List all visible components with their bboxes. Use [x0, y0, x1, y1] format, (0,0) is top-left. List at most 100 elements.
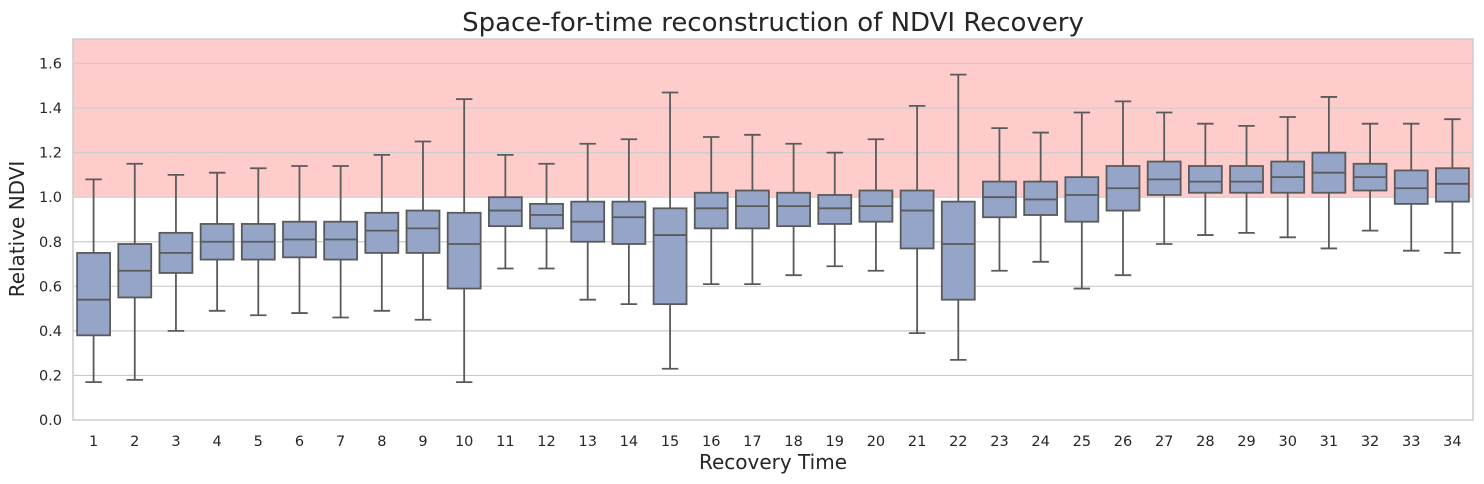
x-tick-label-30: 30: [1278, 434, 1296, 450]
box-body: [982, 180, 1017, 219]
y-tick-label-8: 1.6: [39, 57, 62, 73]
box-body: [652, 207, 688, 306]
x-tick-label-33: 33: [1402, 434, 1420, 450]
box-body: [323, 220, 359, 261]
box-11: [487, 153, 523, 270]
x-tick-label-6: 6: [295, 434, 304, 450]
x-tick-label-5: 5: [254, 434, 263, 450]
y-tick-label-4: 0.8: [39, 235, 62, 251]
x-tick-label-12: 12: [537, 434, 555, 450]
box-body: [611, 200, 647, 245]
box-body: [1187, 165, 1223, 194]
box-2: [117, 162, 153, 381]
box-33: [1393, 122, 1429, 252]
box-5: [240, 167, 276, 317]
x-tick-label-16: 16: [702, 434, 720, 450]
box-body: [817, 194, 853, 225]
y-tick-label-0: 0.0: [39, 413, 62, 429]
box-body: [529, 202, 564, 230]
x-tick-label-22: 22: [949, 434, 967, 450]
x-tick-label-10: 10: [455, 434, 473, 450]
x-tick-label-18: 18: [784, 434, 802, 450]
x-tick-label-17: 17: [743, 434, 761, 450]
box-body: [1229, 165, 1264, 194]
box-body: [776, 191, 811, 228]
box-22: [940, 73, 976, 361]
box-body: [693, 191, 729, 230]
x-tick-label-9: 9: [418, 434, 427, 450]
box-body: [446, 211, 482, 290]
box-body: [899, 189, 935, 250]
box-32: [1352, 122, 1388, 232]
box-body: [735, 189, 770, 230]
box-body: [1023, 180, 1059, 216]
box-26: [1105, 100, 1141, 277]
box-body: [1393, 169, 1429, 205]
x-tick-label-23: 23: [990, 434, 1008, 450]
x-tick-label-27: 27: [1155, 434, 1173, 450]
plot-frame: [72, 38, 1474, 421]
grid-layer: [73, 62, 1473, 377]
box-10: [446, 98, 482, 384]
y-tick-label-2: 0.4: [39, 324, 62, 340]
x-tick-label-26: 26: [1114, 434, 1132, 450]
box-13: [570, 142, 606, 301]
box-8: [364, 153, 400, 312]
box-27: [1146, 111, 1182, 245]
box-19: [817, 151, 853, 268]
x-tick-label-20: 20: [867, 434, 885, 450]
box-16: [693, 136, 729, 285]
y-tick-label-3: 0.6: [39, 279, 62, 295]
x-tick-label-24: 24: [1031, 434, 1049, 450]
box-4: [199, 171, 235, 312]
x-tick-label-14: 14: [620, 434, 638, 450]
x-tick-label-21: 21: [908, 434, 926, 450]
y-tick-label-5: 1.0: [39, 190, 62, 206]
x-tick-label-15: 15: [661, 434, 679, 450]
x-tick-label-4: 4: [213, 434, 222, 450]
box-18: [776, 142, 811, 277]
box-20: [858, 138, 894, 272]
box-12: [529, 162, 564, 270]
box-14: [611, 138, 647, 306]
box-1: [76, 178, 111, 384]
box-29: [1229, 124, 1264, 234]
x-tick-label-11: 11: [496, 434, 514, 450]
box-17: [735, 133, 770, 285]
box-21: [899, 104, 935, 335]
x-tick-label-34: 34: [1443, 434, 1461, 450]
box-body: [1064, 176, 1100, 223]
y-tick-labels: 0.0 0.2 0.4 0.6 0.8 1.0 1.2 1.4 1.6: [39, 57, 62, 429]
axes-layer: [72, 38, 1474, 421]
x-tick-labels: 1 2 3 4 5 6 7 8 9 10 11 12 13 14 15 16 17 18 19 20 21 22 23 24 2…: [89, 434, 1462, 450]
x-tick-label-2: 2: [130, 434, 139, 450]
box-body: [940, 200, 976, 301]
box-23: [982, 127, 1017, 272]
box-body: [1435, 167, 1470, 203]
box-body: [364, 211, 400, 254]
box-34: [1435, 118, 1470, 254]
x-axis-label: Recovery Time: [699, 450, 847, 474]
x-tick-label-7: 7: [336, 434, 345, 450]
box-body: [405, 209, 441, 254]
chart-title: Space-for-time reconstruction of NDVI Re…: [462, 8, 1084, 38]
x-tick-label-25: 25: [1073, 434, 1091, 450]
x-tick-label-19: 19: [826, 434, 844, 450]
y-tick-label-1: 0.2: [39, 368, 62, 384]
box-28: [1187, 122, 1223, 236]
box-15: [652, 91, 688, 370]
box-body: [1146, 160, 1182, 196]
x-tick-label-29: 29: [1237, 434, 1255, 450]
box-25: [1064, 111, 1100, 290]
x-tick-label-32: 32: [1361, 434, 1379, 450]
box-body: [487, 196, 523, 228]
x-tick-label-31: 31: [1320, 434, 1338, 450]
box-9: [405, 140, 441, 321]
x-tick-label-3: 3: [171, 434, 180, 450]
box-31: [1311, 96, 1347, 250]
box-7: [323, 165, 359, 319]
x-tick-label-8: 8: [377, 434, 386, 450]
y-axis-label: Relative NDVI: [5, 161, 29, 298]
x-tick-label-28: 28: [1196, 434, 1214, 450]
